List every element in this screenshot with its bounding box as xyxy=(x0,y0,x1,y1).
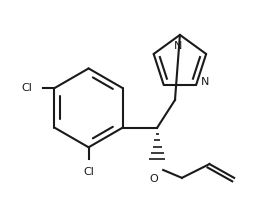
Text: Cl: Cl xyxy=(22,83,33,93)
Text: N: N xyxy=(174,41,182,51)
Text: Cl: Cl xyxy=(83,167,94,177)
Text: O: O xyxy=(149,174,158,184)
Text: N: N xyxy=(201,77,210,87)
